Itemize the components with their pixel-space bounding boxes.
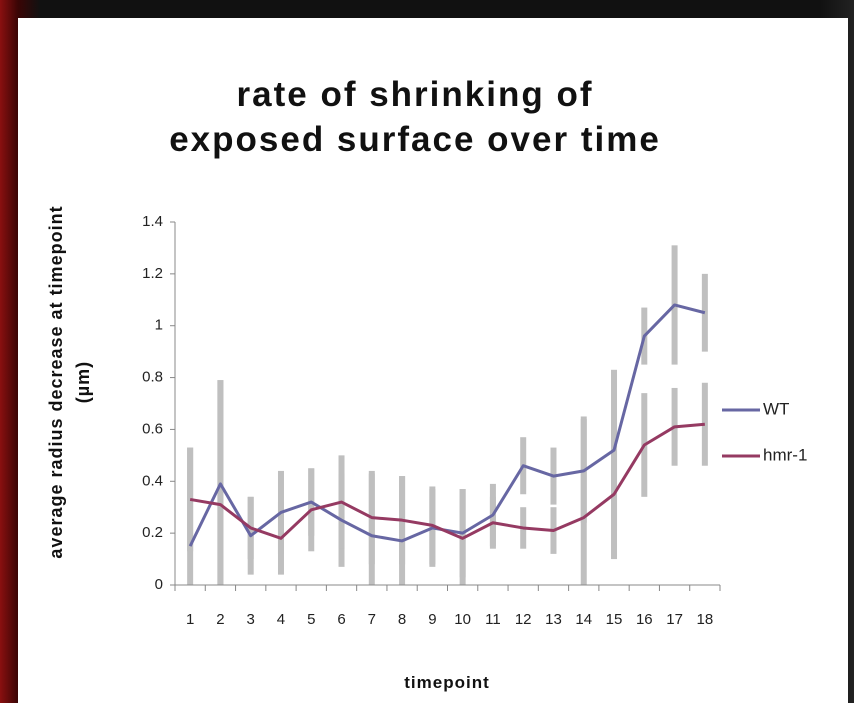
x-tick-label: 12: [515, 611, 532, 628]
x-axis-label: timepoint: [347, 673, 547, 693]
x-tick-label: 4: [277, 611, 285, 628]
x-tick-label: 7: [368, 611, 376, 628]
y-tick-label: 0.6: [142, 420, 163, 437]
y-tick-label: 0: [155, 576, 163, 593]
x-tick-label: 18: [697, 611, 714, 628]
x-tick-label: 5: [307, 611, 315, 628]
y-tick-label: 0.4: [142, 472, 163, 489]
y-tick-label: 1.4: [142, 213, 163, 230]
y-tick-label: 0.2: [142, 524, 163, 541]
y-tick-label: 0.8: [142, 369, 163, 386]
x-tick-label: 15: [606, 611, 623, 628]
x-tick-label: 11: [485, 611, 501, 628]
legend-label: hmr-1: [763, 445, 807, 464]
x-tick-label: 13: [545, 611, 562, 628]
page: 00.20.40.60.811.21.412345678910111213141…: [0, 0, 854, 703]
x-tick-label: 14: [575, 611, 592, 628]
series-line: [190, 305, 705, 546]
y-tick-label: 1.2: [142, 265, 163, 282]
chart-title: rate of shrinking of exposed surface ove…: [160, 72, 670, 162]
x-tick-label: 17: [666, 611, 683, 628]
x-tick-label: 3: [247, 611, 255, 628]
y-tick-label: 1: [155, 317, 163, 334]
y-axis-label: average radius decrease at timepoint (µm…: [43, 182, 97, 582]
x-tick-label: 2: [216, 611, 224, 628]
x-tick-label: 6: [337, 611, 345, 628]
x-tick-label: 1: [186, 611, 194, 628]
x-tick-label: 16: [636, 611, 653, 628]
x-tick-label: 10: [454, 611, 471, 628]
x-tick-label: 9: [428, 611, 436, 628]
legend-label: WT: [763, 399, 789, 418]
x-tick-label: 8: [398, 611, 406, 628]
